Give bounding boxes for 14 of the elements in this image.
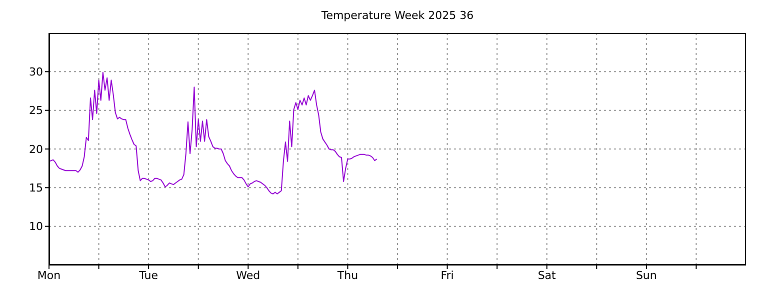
y-tick-label: 15	[29, 182, 43, 195]
x-tick-label: Wed	[236, 268, 260, 282]
x-tick-label: Fri	[440, 268, 454, 282]
y-tick-label: 30	[29, 66, 43, 79]
y-tick-label: 25	[29, 104, 43, 118]
x-tick-label: Thu	[336, 268, 358, 282]
x-tick-label: Sun	[636, 268, 657, 282]
y-tick-label: 20	[29, 142, 43, 156]
chart-title: Temperature Week 2025 36	[320, 9, 475, 22]
x-tick-label: Mon	[37, 268, 61, 282]
x-tick-label: Tue	[138, 268, 158, 282]
y-tick-label: 10	[29, 220, 43, 234]
line-series	[49, 72, 378, 194]
x-tick-label: Sat	[538, 268, 557, 282]
